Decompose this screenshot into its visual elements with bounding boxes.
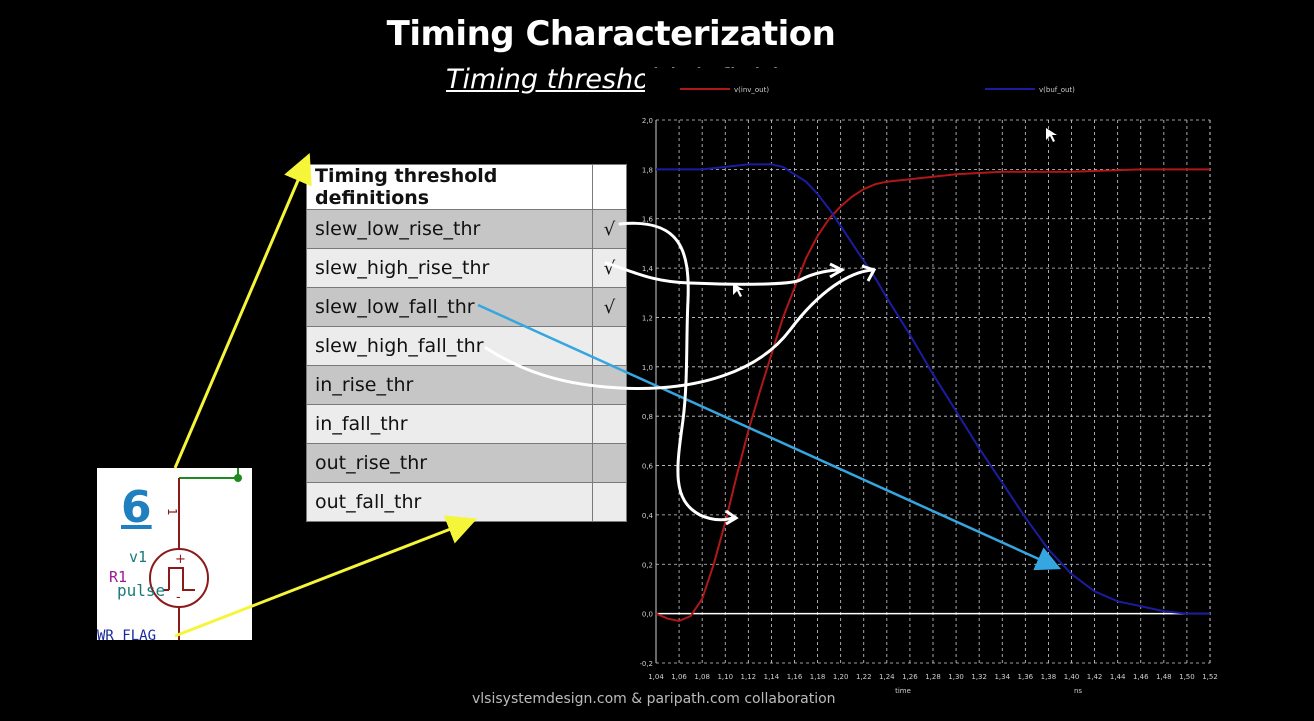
threshold-check: √ [592,287,627,327]
x-tick-label: 1,34 [994,673,1010,681]
footer-credit: vlsisystemdesign.com & paripath.com coll… [472,691,836,707]
x-tick-label: 1,30 [948,673,964,681]
y-tick-label: 0,8 [642,413,653,421]
table-row: slew_high_rise_thr √ [306,248,627,288]
threshold-label: in_rise_thr [306,365,593,405]
threshold-label: out_fall_thr [306,482,593,522]
table-row: slew_low_fall_thr √ [306,287,627,327]
step-number: 6 [121,482,152,533]
x-tick-label: 1,14 [764,673,780,681]
y-tick-label: 1,6 [642,216,654,224]
y-tick-label: 1,8 [642,166,653,174]
x-tick-label: 1,50 [1179,673,1195,681]
resistor-label: R1 [109,568,128,586]
table-header-row: Timing threshold definitions [306,164,627,210]
threshold-check [592,482,627,522]
y-tick-label: 0,0 [642,611,653,619]
svg-text:-: - [176,590,181,605]
x-tick-label: 1,04 [648,673,664,681]
threshold-check [592,404,627,444]
x-tick-label: 1,16 [787,673,803,681]
flag-label: WR_FLAG [97,628,157,640]
y-tick-label: 0,4 [642,512,654,520]
schematic-snippet: + - 1 6 v1 R1 pulse WR_FLAG [97,468,252,640]
x-tick-label: 1,42 [1087,673,1103,681]
threshold-check: √ [592,248,627,288]
y-tick-label: -0,2 [640,660,653,668]
threshold-check [592,326,627,366]
series-line-v(buf_out) [656,163,1210,615]
x-tick-label: 1,06 [671,673,687,681]
y-tick-label: 1,0 [642,364,653,372]
x-tick-label: 1,18 [810,673,826,681]
table-row: out_fall_thr [306,482,627,522]
table-row: in_fall_thr [306,404,627,444]
threshold-label: in_fall_thr [306,404,593,444]
threshold-label: out_rise_thr [306,443,593,483]
x-tick-label: 1,44 [1110,673,1126,681]
y-tick-label: 0,6 [642,463,654,471]
series-line-v(inv_out) [655,168,1210,623]
x-tick-label: 1,28 [925,673,941,681]
x-tick-label: 1,20 [833,673,849,681]
x-tick-label: 1,12 [741,673,757,681]
yellow-arrow-top [173,152,312,469]
table-header: Timing threshold definitions [306,164,593,210]
y-tick-label: 0,2 [642,561,653,569]
slide-title: Timing Characterization [386,14,836,54]
svg-text:+: + [175,552,186,567]
table-row: slew_high_fall_thr [306,326,627,366]
table-row: in_rise_thr [306,365,627,405]
x-tick-label: 1,36 [1018,673,1034,681]
x-tick-label: 1,08 [694,673,710,681]
y-tick-label: 2,0 [642,117,653,125]
threshold-label: slew_low_fall_thr [306,287,593,327]
y-tick-label: 1,4 [642,265,654,273]
subtitle-cover [645,68,845,94]
threshold-table: Timing threshold definitions slew_low_ri… [306,164,627,522]
threshold-label: slew_low_rise_thr [306,209,593,249]
x-axis-label: time [895,687,911,695]
threshold-label: slew_high_rise_thr [306,248,593,288]
x-tick-label: 1,48 [1156,673,1172,681]
x-tick-label: 1,46 [1133,673,1149,681]
x-tick-label: 1,32 [971,673,987,681]
legend-entry: v(buf_out) [1039,86,1075,94]
x-tick-label: 1,38 [1041,673,1057,681]
x-tick-label: 1,40 [1064,673,1080,681]
x-tick-label: 1,22 [856,673,872,681]
threshold-label: slew_high_fall_thr [306,326,593,366]
x-axis-unit: ns [1074,687,1082,695]
x-tick-label: 1,24 [879,673,895,681]
source-type: pulse [117,581,166,600]
threshold-check [592,443,627,483]
x-tick-label: 1,10 [717,673,733,681]
x-tick-label: 1,26 [902,673,918,681]
legend-entry: v(inv_out) [734,86,769,94]
x-tick-label: 1,52 [1202,673,1218,681]
threshold-check: √ [592,209,627,249]
table-row: out_rise_thr [306,443,627,483]
waveform-chart: 1,04 1,06 1,08 1,10 1,12 1,14 1,16 1,18 1,20 1,22… [640,86,1218,695]
source-name: v1 [129,548,148,566]
pin-label: 1 [165,508,179,516]
threshold-check [592,365,627,405]
table-header-check [592,164,627,210]
y-tick-label: 1,2 [642,314,653,322]
table-row: slew_low_rise_thr √ [306,209,627,249]
